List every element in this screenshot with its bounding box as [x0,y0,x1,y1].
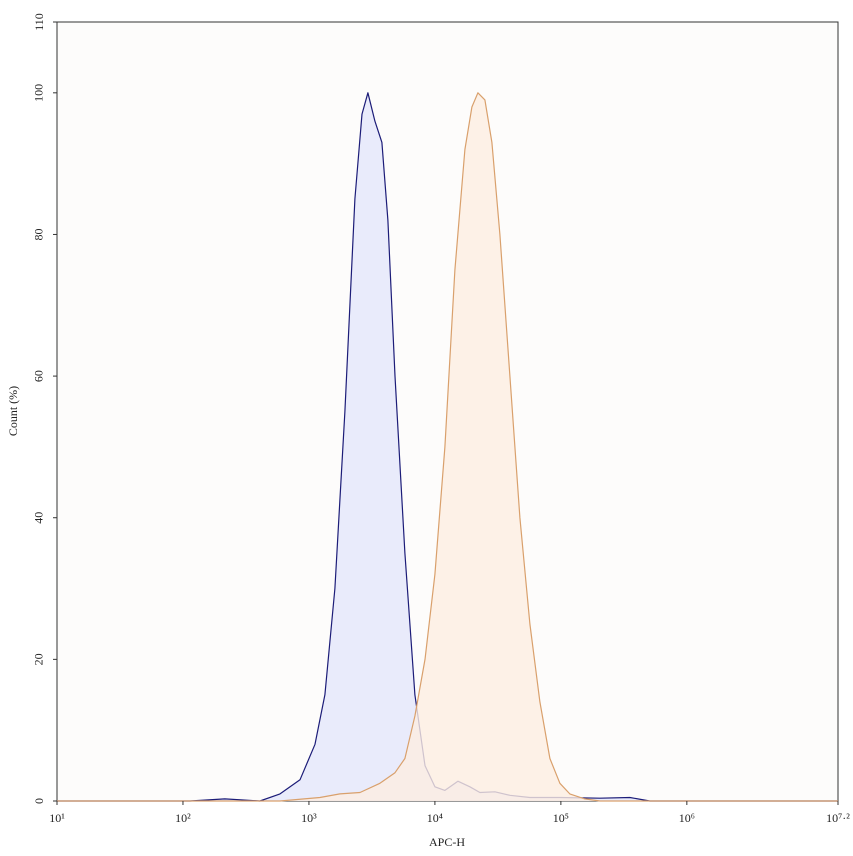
y-tick-label: 100 [32,84,46,102]
x-tick-label: 10⁷·² [826,811,850,825]
x-axis-label: APC-H [429,835,465,849]
x-tick-label: 10⁶ [679,811,695,825]
x-tick-label: 10² [175,811,191,825]
x-tick-label: 10⁵ [553,811,569,825]
y-axis-label: Count (%) [6,386,20,436]
area-fill [57,92,838,802]
y-tick-label: 60 [32,370,46,382]
y-tick-label: 80 [32,228,46,240]
y-tick-label: 20 [32,653,46,665]
y-tick-label: 40 [32,512,46,524]
area-line [57,92,838,802]
x-tick-label: 10³ [301,811,317,825]
x-tick-label: 10¹ [49,811,65,825]
y-tick-label: 110 [32,13,46,31]
x-tick-label: 10⁴ [427,811,443,825]
y-tick-label: 0 [32,798,46,804]
